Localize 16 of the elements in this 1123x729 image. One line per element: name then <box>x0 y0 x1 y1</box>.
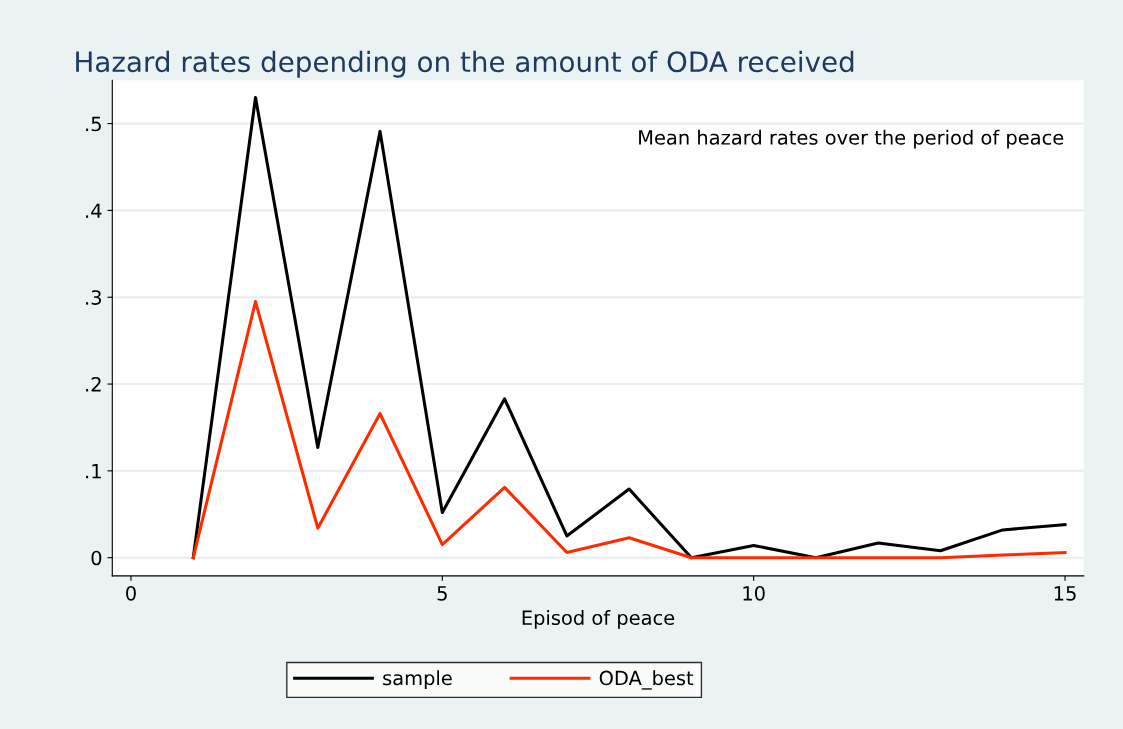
x-tick-label: 0 <box>126 585 136 601</box>
annotation: Mean hazard rates over the period of peace <box>639 129 1064 149</box>
x-tick-label: 10 <box>743 585 765 601</box>
y-tick-label: .3 <box>86 290 102 305</box>
line-series <box>191 300 1067 560</box>
chart-title: Hazard rates depending on the amount of ODA received <box>76 50 854 78</box>
y-tick-label: 0 <box>91 550 102 566</box>
y-tick-label: .5 <box>86 116 101 132</box>
legend-label: sample <box>383 670 452 690</box>
x-axis-title: Episod of peace <box>522 610 675 629</box>
y-tick-label: .2 <box>86 377 101 392</box>
y-tick-label: .4 <box>86 203 102 218</box>
x-tick-label: 5 <box>437 586 447 601</box>
y-tick-label: .1 <box>86 464 101 479</box>
legend-label: ODA_best <box>599 670 694 690</box>
x-tick-label: 15 <box>1054 586 1076 601</box>
